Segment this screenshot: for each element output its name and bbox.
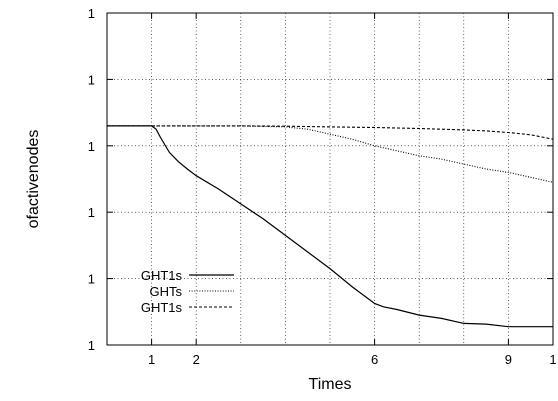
series-line-solid	[107, 125, 553, 328]
legend-label: GHTs	[150, 284, 183, 299]
grid-layer	[107, 13, 553, 345]
y-tick-label: 1	[88, 139, 95, 154]
legend-label: GHT1s	[141, 268, 183, 283]
x-tick-label: 6	[371, 352, 378, 367]
series-line-dotted	[107, 125, 554, 183]
y-tick-label: 1	[88, 272, 95, 287]
y-axis-title: ofactivenodes	[25, 130, 42, 229]
x-axis-title: Times	[309, 376, 352, 393]
x-tick-label: 2	[193, 352, 200, 367]
series-line-dashed	[107, 125, 554, 140]
y-tick-label: 1	[88, 205, 95, 220]
y-tick-label: 1	[88, 6, 95, 21]
x-tick-label: 9	[505, 352, 512, 367]
y-tick-label: 1	[88, 338, 95, 353]
y-tick-label: 1	[88, 72, 95, 87]
x-tick-label: 1	[549, 352, 556, 367]
tick-layer: 1 2 6 9 1 1 1 1 1 1 1	[88, 6, 557, 367]
x-tick-label: 1	[148, 352, 155, 367]
series-layer	[107, 125, 554, 328]
legend-label: GHT1s	[141, 300, 183, 315]
plot-frame	[106, 12, 554, 346]
